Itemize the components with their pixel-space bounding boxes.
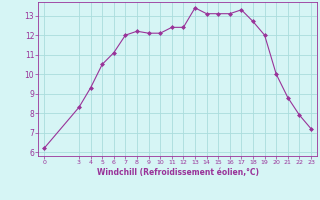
X-axis label: Windchill (Refroidissement éolien,°C): Windchill (Refroidissement éolien,°C) bbox=[97, 168, 259, 177]
